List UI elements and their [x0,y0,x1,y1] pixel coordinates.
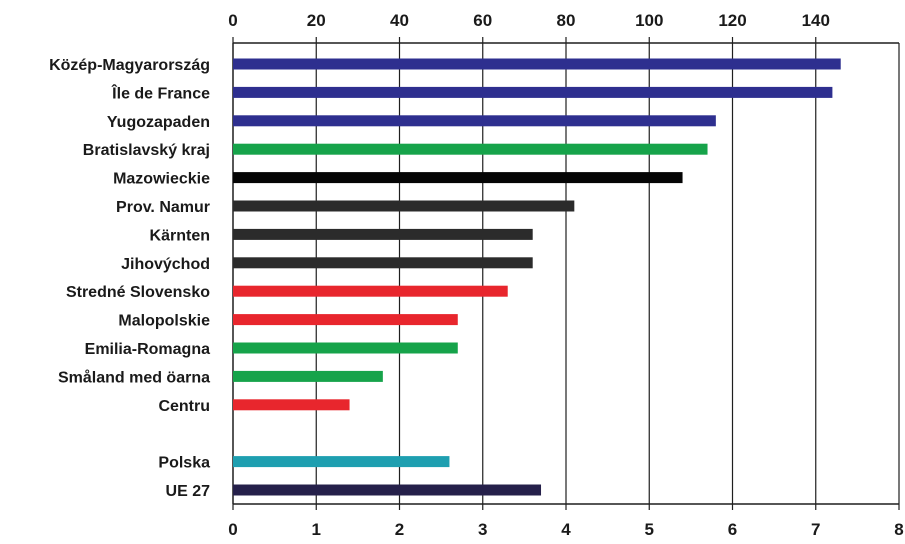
bottom-tick-label: 7 [811,520,820,539]
bottom-axis-ticks: 0 1 2 3 4 5 6 7 8 [228,504,904,539]
bottom-tick-label: 2 [395,520,404,539]
category-label: Polska [158,455,210,472]
bar [233,58,841,70]
category-label: Emilia-Romagna [85,341,210,358]
bar [233,370,383,382]
top-tick-label: 40 [390,11,409,30]
bar [233,200,575,212]
category-label: UE 27 [166,483,211,500]
category-label: Centru [158,398,210,415]
bar [233,342,458,354]
bottom-tick-label: 5 [645,520,654,539]
top-tick-label: 60 [473,11,492,30]
bar [233,484,542,496]
category-label: Jihovýchod [121,256,210,273]
category-label: Kärnten [150,227,210,244]
category-label: Stredné Slovensko [66,284,210,301]
bar [233,257,533,269]
bottom-tick-label: 6 [728,520,737,539]
bar [233,314,458,326]
bar [233,399,350,411]
top-axis-ticks: 0 20 40 60 80 100 120 140 [228,11,830,43]
category-label: Île de France [111,83,210,102]
category-labels: Közép-Magyarország Île de France Yugozapad… [49,57,210,500]
bar [233,143,708,155]
top-tick-label: 80 [557,11,576,30]
category-label: Prov. Namur [116,199,210,216]
top-tick-label: 140 [802,11,830,30]
gridlines [315,43,900,504]
category-label: Småland med öarna [58,368,210,386]
bar [233,285,508,297]
bar [233,115,716,127]
bottom-tick-label: 1 [312,520,321,539]
top-tick-label: 20 [307,11,326,30]
category-label: Bratislavský kraj [83,142,210,159]
bar [233,456,450,468]
top-tick-label: 0 [228,11,237,30]
category-label: Malopolskie [118,313,210,330]
bottom-tick-label: 0 [228,520,237,539]
top-tick-label: 120 [718,11,746,30]
bottom-tick-label: 4 [561,520,571,539]
bars [233,58,841,496]
bottom-tick-label: 3 [478,520,487,539]
category-label: Yugozapaden [107,114,210,131]
bar [233,172,683,184]
category-label: Közép-Magyarország [49,57,210,74]
bar [233,228,533,240]
bottom-tick-label: 8 [894,520,903,539]
bar [233,86,833,98]
top-tick-label: 100 [635,11,663,30]
category-label: Mazowieckie [113,171,210,188]
